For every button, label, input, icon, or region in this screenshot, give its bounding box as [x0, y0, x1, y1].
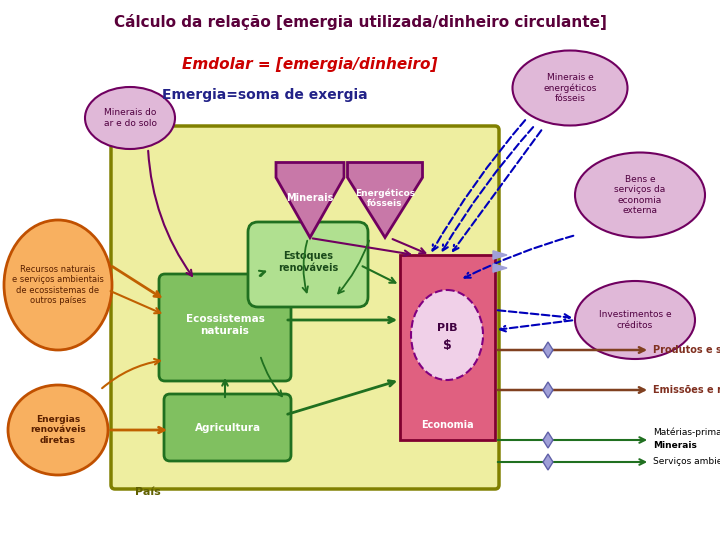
Ellipse shape [4, 220, 112, 350]
Text: Investimentos e
créditos: Investimentos e créditos [599, 310, 671, 330]
Ellipse shape [85, 87, 175, 149]
Text: Estoques
renováveis: Estoques renováveis [278, 251, 338, 273]
Text: PIB: PIB [437, 323, 457, 333]
Text: $: $ [443, 339, 451, 352]
Text: Emdolar = [emergia/dinheiro]: Emdolar = [emergia/dinheiro] [182, 57, 438, 72]
Polygon shape [276, 163, 344, 238]
Text: Ecossistemas
naturais: Ecossistemas naturais [186, 314, 264, 336]
Polygon shape [348, 163, 423, 238]
Ellipse shape [8, 385, 108, 475]
FancyBboxPatch shape [159, 274, 291, 381]
Polygon shape [493, 264, 507, 272]
Polygon shape [543, 342, 553, 358]
Text: Bens e
serviços da
economia
externa: Bens e serviços da economia externa [614, 175, 665, 215]
FancyBboxPatch shape [164, 394, 291, 461]
Text: Minerais do
ar e do solo: Minerais do ar e do solo [104, 109, 156, 127]
Ellipse shape [513, 51, 628, 125]
Text: Emissões e resíduos: Emissões e resíduos [653, 385, 720, 395]
Text: Produtos e serviços: Produtos e serviços [653, 345, 720, 355]
Text: Serviços ambientais: Serviços ambientais [653, 457, 720, 467]
Text: Recursos naturais
e serviços ambientais
de ecossistemas de
outros países: Recursos naturais e serviços ambientais … [12, 265, 104, 305]
Text: Minerais: Minerais [653, 441, 697, 449]
Ellipse shape [575, 152, 705, 238]
Text: Energéticos
fósseis: Energéticos fósseis [355, 188, 415, 208]
Ellipse shape [411, 290, 483, 380]
Text: Matérias-primas: Matérias-primas [653, 427, 720, 437]
Text: Emergia=soma de exergia: Emergia=soma de exergia [162, 88, 368, 102]
Text: Cálculo da relação [emergia utilizada/dinheiro circulante]: Cálculo da relação [emergia utilizada/di… [114, 14, 606, 30]
Text: Minerais: Minerais [287, 193, 333, 203]
Text: Economia: Economia [420, 420, 473, 430]
Ellipse shape [575, 281, 695, 359]
Polygon shape [493, 251, 507, 259]
Text: Agricultura: Agricultura [195, 423, 261, 433]
FancyBboxPatch shape [111, 126, 499, 489]
Text: Minerais e
energéticos
fósseis: Minerais e energéticos fósseis [544, 73, 597, 103]
FancyBboxPatch shape [400, 255, 495, 440]
Polygon shape [543, 454, 553, 470]
Text: Energias
renováveis
diretas: Energias renováveis diretas [30, 415, 86, 445]
FancyBboxPatch shape [248, 222, 368, 307]
Polygon shape [543, 382, 553, 398]
Polygon shape [543, 432, 553, 448]
Text: País: País [135, 487, 161, 497]
